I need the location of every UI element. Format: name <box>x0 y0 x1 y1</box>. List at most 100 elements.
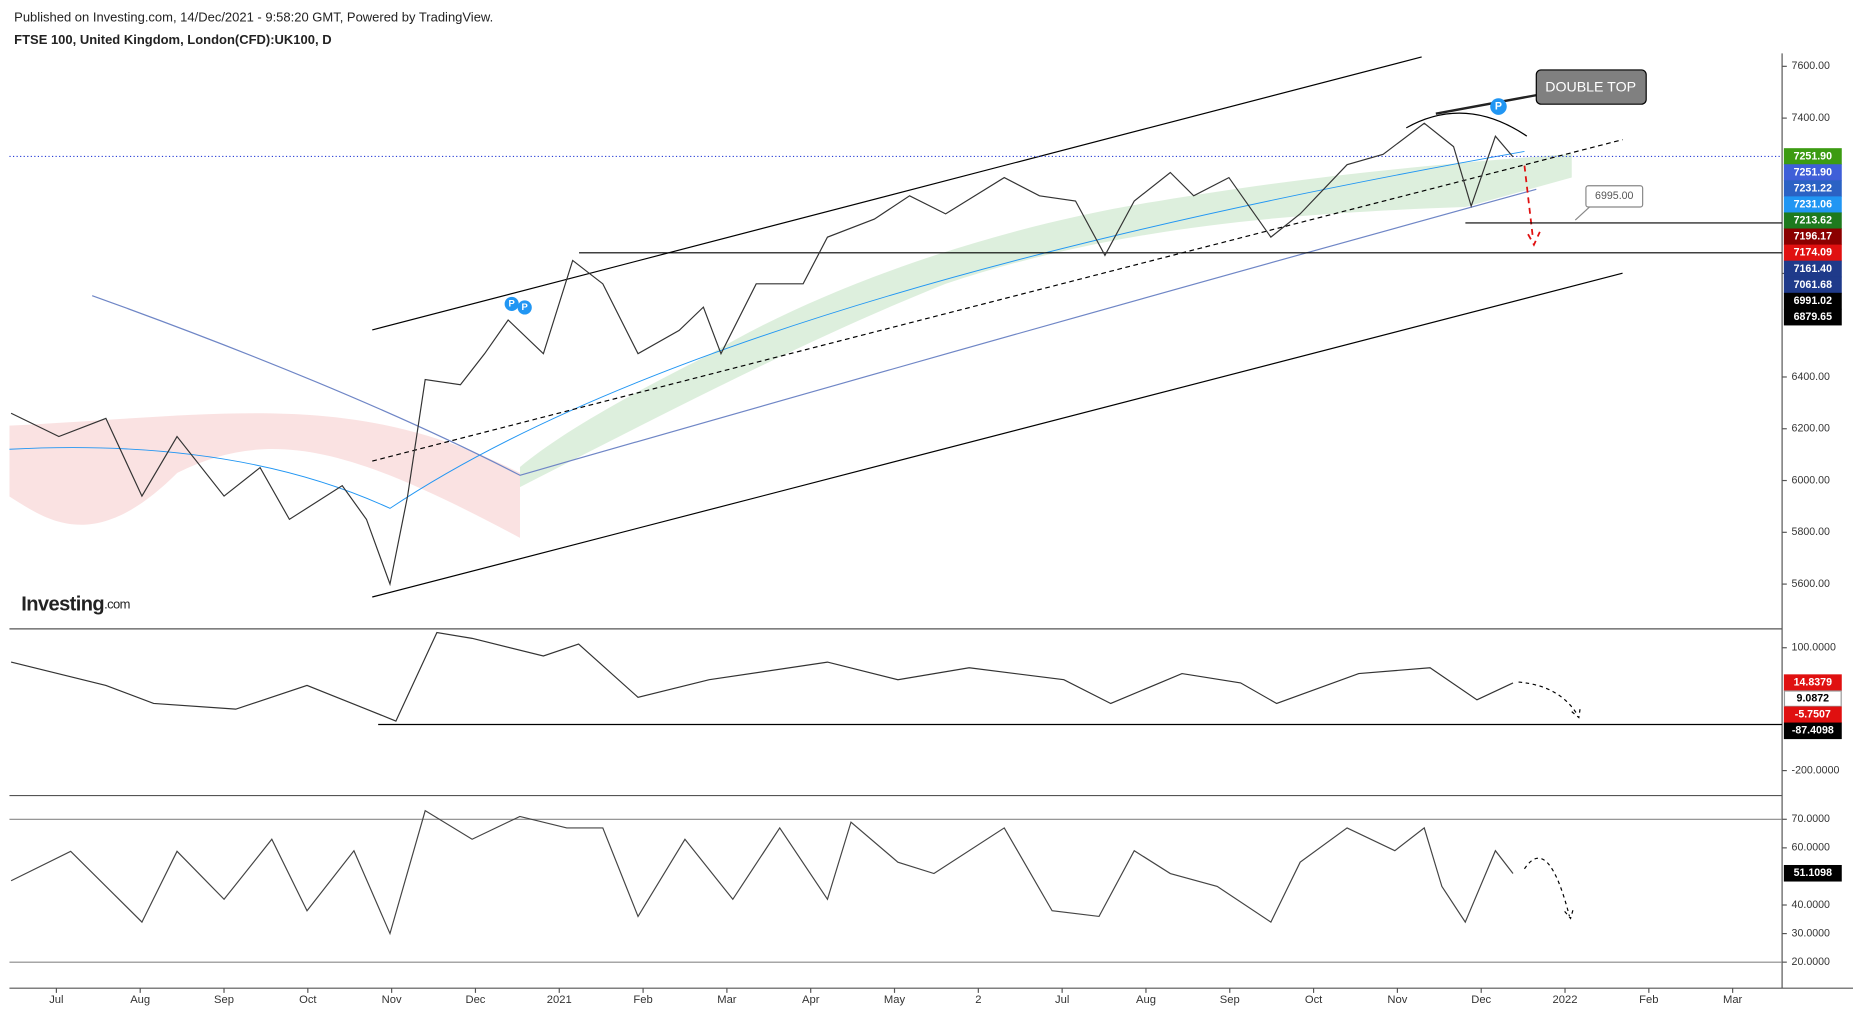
price-label: 9.0872 <box>1797 693 1830 705</box>
x-tick-label: Apr <box>802 994 820 1006</box>
price-label-box <box>1783 212 1842 230</box>
x-tick-label: Dec <box>465 994 485 1006</box>
price-label-box <box>1783 864 1842 882</box>
series-line <box>10 122 1514 587</box>
series-line <box>10 809 1514 936</box>
callout-box <box>1535 69 1647 105</box>
y-tick-label: 6200.00 <box>1792 423 1830 435</box>
double-top-arc <box>1406 112 1528 137</box>
x-tick-label: Jul <box>49 994 63 1006</box>
channel-upper <box>372 56 1422 331</box>
callout-line <box>1435 93 1539 115</box>
cloud <box>519 153 1572 488</box>
price-label-box <box>1783 228 1842 246</box>
marker <box>517 300 532 315</box>
price-label: 7196.17 <box>1794 231 1832 243</box>
price-label: 7231.22 <box>1794 182 1832 194</box>
symbol-title: FTSE 100, United Kingdom, London(CFD):UK… <box>14 32 331 47</box>
moving-average <box>91 188 1537 476</box>
price-label-box <box>1783 276 1842 294</box>
price-label: 6879.65 <box>1794 311 1832 323</box>
price-label: 7251.90 <box>1794 150 1832 162</box>
x-tick-label: Feb <box>1639 994 1658 1006</box>
cloud-red <box>9 413 520 538</box>
y-tick-label: 6400.00 <box>1792 371 1830 383</box>
channel-lower <box>372 272 1623 598</box>
price-label: 7231.06 <box>1794 198 1832 210</box>
rsi-arrow <box>1523 857 1574 920</box>
x-tick-label: 2 <box>975 994 981 1006</box>
x-tick-label: Dec <box>1471 994 1491 1006</box>
x-tick-label: Jul <box>1055 994 1069 1006</box>
price-label-box <box>1783 706 1842 724</box>
y-tick-label: 60.0000 <box>1792 842 1830 854</box>
price-label-box <box>1783 148 1842 165</box>
x-tick-label: 2022 <box>1553 994 1578 1006</box>
logo: Investing.com <box>21 594 130 616</box>
price-label: -87.4098 <box>1792 725 1834 737</box>
logo-suffix: .com <box>104 597 130 612</box>
price-label: -5.7507 <box>1795 709 1831 721</box>
marker-label: P <box>509 298 515 309</box>
y-tick-label: 6000.00 <box>1792 474 1830 486</box>
price-label-box <box>1783 260 1842 278</box>
price-label-box <box>1783 674 1842 691</box>
y-tick-label: 70.0000 <box>1792 813 1830 825</box>
double-top-label: DOUBLE TOP <box>1545 79 1636 95</box>
series-line <box>10 631 1514 722</box>
y-tick-label: 20.0000 <box>1792 956 1830 968</box>
marker <box>1490 98 1507 115</box>
price-label-box <box>1783 690 1842 707</box>
macd-arrow <box>1518 681 1581 719</box>
price-label-box <box>1783 308 1842 326</box>
price-label: 7161.40 <box>1794 263 1832 275</box>
x-tick-label: Nov <box>382 994 402 1006</box>
price-label: 7174.09 <box>1794 247 1832 259</box>
price-label-box <box>1783 196 1842 213</box>
x-tick-label: Oct <box>299 994 317 1006</box>
y-tick-label: 40.0000 <box>1792 899 1830 911</box>
x-tick-label: Nov <box>1387 994 1407 1006</box>
marker <box>504 296 519 312</box>
x-tick-label: Mar <box>717 994 737 1006</box>
price-label-box <box>1783 180 1842 197</box>
level-label: 6995.00 <box>1595 190 1633 202</box>
price-label: 7251.90 <box>1794 166 1832 178</box>
price-label: 7213.62 <box>1794 215 1832 227</box>
y-tick-label: 5600.00 <box>1792 578 1830 590</box>
arrow-down <box>1523 165 1541 247</box>
x-tick-label: Oct <box>1305 994 1323 1006</box>
x-tick-label: May <box>884 994 906 1006</box>
marker-label: P <box>522 302 528 313</box>
marker-label: P <box>1495 100 1502 112</box>
y-tick-label: -200.0000 <box>1792 764 1840 776</box>
x-tick-label: Feb <box>633 994 652 1006</box>
y-tick-label: 30.0000 <box>1792 927 1830 939</box>
moving-average-fast <box>9 151 1525 509</box>
price-label: 6991.02 <box>1794 295 1832 307</box>
x-tick-label: Mar <box>1723 994 1743 1006</box>
x-tick-label: 2021 <box>547 994 572 1006</box>
y-tick-label: 100.0000 <box>1792 642 1836 654</box>
y-tick-label: 7400.00 <box>1792 112 1830 124</box>
level-callout-box <box>1585 185 1644 208</box>
x-tick-label: Sep <box>214 994 234 1006</box>
x-tick-label: Aug <box>130 994 150 1006</box>
published-note: Published on Investing.com, 14/Dec/2021 … <box>14 9 493 24</box>
price-label-box <box>1783 292 1842 310</box>
x-tick-label: Aug <box>1136 994 1156 1006</box>
price-label: 51.1098 <box>1794 867 1832 879</box>
trendline-dashed <box>372 139 1623 462</box>
logo-main: Investing <box>21 594 104 616</box>
x-tick-label: Sep <box>1220 994 1240 1006</box>
price-label-box <box>1783 244 1842 262</box>
y-tick-label: 5800.00 <box>1792 526 1830 538</box>
y-tick-label: 7600.00 <box>1792 60 1830 72</box>
price-label: 7061.68 <box>1794 279 1832 291</box>
decorations <box>9 53 1853 989</box>
price-label: 14.8379 <box>1794 676 1832 688</box>
level-callout-line <box>1574 206 1590 221</box>
price-label-box <box>1783 164 1842 181</box>
price-label-box <box>1783 722 1842 740</box>
